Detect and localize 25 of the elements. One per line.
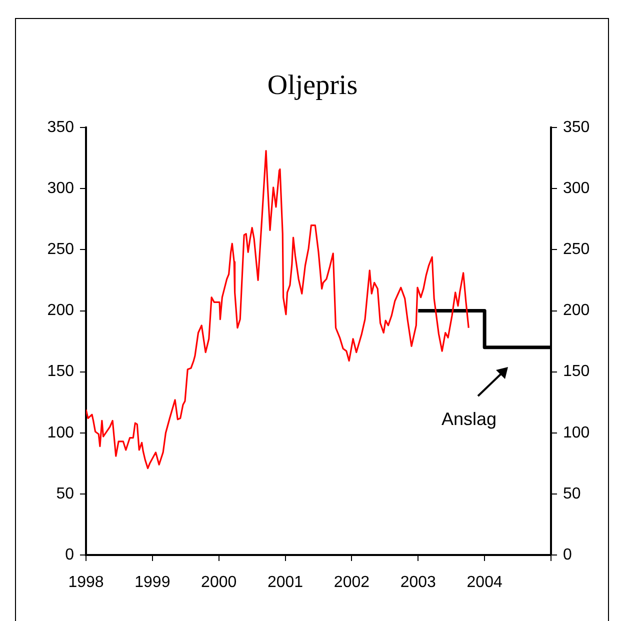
y2-tick-label: 100 <box>563 424 590 442</box>
x-tick-label: 2003 <box>400 574 436 592</box>
y-tick-label: 100 <box>47 424 74 442</box>
y-tick-label: 50 <box>56 485 74 502</box>
y-tick-label: 250 <box>47 241 74 258</box>
y-tick-label: 0 <box>65 546 74 564</box>
x-tick-label: 1998 <box>68 574 104 592</box>
x-tick-label: 2002 <box>334 574 370 592</box>
x-tick-label: 2004 <box>466 574 502 592</box>
y-tick-label: 200 <box>47 302 74 320</box>
y-tick-label: 350 <box>47 119 74 136</box>
y2-tick-label: 250 <box>563 241 590 258</box>
annotation: Anslag <box>441 408 497 429</box>
y-tick-label: 150 <box>47 363 74 380</box>
y-tick-label: 300 <box>47 180 74 198</box>
y2-tick-label: 300 <box>563 180 590 198</box>
y2-tick-label: 150 <box>563 363 590 380</box>
x-tick-label: 2000 <box>201 574 237 592</box>
x-tick-label: 2001 <box>267 574 304 592</box>
chart-title: Oljepris <box>267 70 358 102</box>
x-tick-label: 1999 <box>134 574 170 592</box>
y2-tick-label: 350 <box>563 119 590 136</box>
y2-tick-label: 50 <box>563 485 581 502</box>
y2-tick-label: 0 <box>563 546 572 564</box>
y2-tick-label: 200 <box>563 302 590 320</box>
